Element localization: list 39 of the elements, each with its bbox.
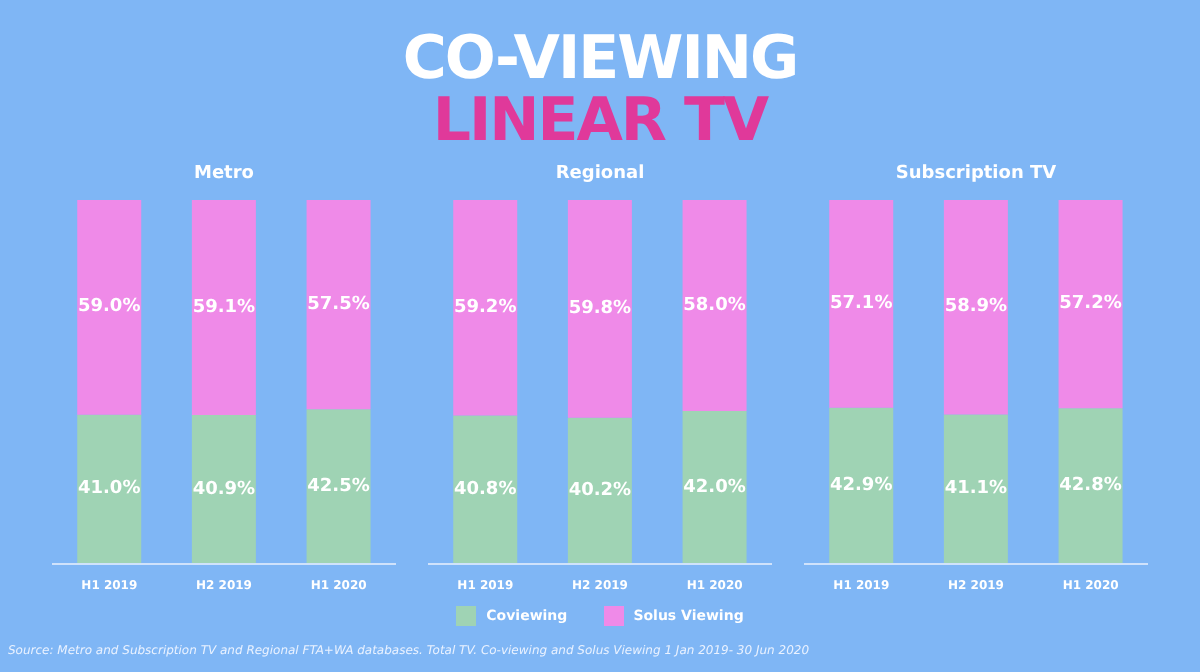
data-label: 41.1% [944, 479, 1008, 500]
chart-title: Metro [192, 164, 256, 184]
bar [306, 200, 371, 410]
bar [453, 415, 518, 564]
bar [77, 200, 142, 415]
data-label: 42.0% [683, 477, 746, 498]
bar [567, 417, 632, 564]
bar [682, 411, 747, 564]
data-label: 40.9% [192, 479, 256, 500]
bar [306, 409, 371, 564]
data-label: 40.2% [568, 480, 632, 501]
bar [682, 200, 747, 412]
data-label: 59.2% [453, 297, 517, 318]
bar [191, 200, 256, 416]
data-label: 57.2% [1059, 294, 1122, 315]
bar [829, 407, 894, 564]
data-label: 41.0% [77, 479, 141, 500]
bar [943, 414, 1008, 564]
data-label: 59.8% [568, 298, 632, 319]
bar [1058, 408, 1123, 564]
bar [77, 414, 142, 564]
data-label: 59.1% [192, 297, 256, 318]
data-label: 40.8% [453, 479, 517, 500]
bar [453, 200, 518, 416]
data-label: 42.8% [1059, 476, 1122, 497]
data-label: 57.1% [829, 293, 893, 314]
data-label: 42.9% [829, 475, 893, 496]
bar [943, 200, 1008, 415]
data-label: 58.9% [944, 297, 1008, 318]
data-label: 57.5% [307, 294, 370, 315]
bar [191, 415, 256, 564]
chart-title: Subscription TV [893, 164, 1059, 184]
data-label: 42.5% [307, 476, 370, 497]
bar [1058, 200, 1123, 409]
data-label: 59.0% [77, 297, 141, 318]
bar [829, 200, 894, 408]
bar [567, 200, 632, 418]
chart-title: Regional [553, 164, 647, 184]
data-label: 58.0% [683, 295, 746, 316]
